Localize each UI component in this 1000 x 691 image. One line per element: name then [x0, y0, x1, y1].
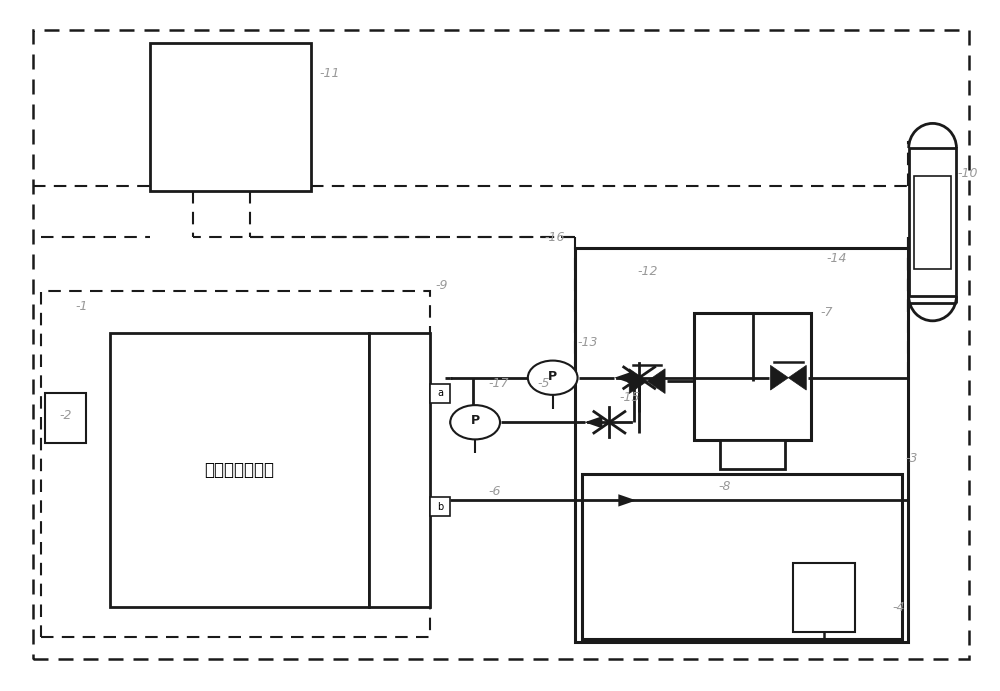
Polygon shape: [45, 393, 86, 443]
Text: P: P: [548, 370, 557, 383]
Text: -4: -4: [893, 601, 905, 614]
Text: -8: -8: [719, 480, 731, 493]
Text: -1: -1: [75, 300, 88, 312]
Polygon shape: [110, 333, 369, 607]
Text: -17: -17: [488, 377, 509, 390]
Polygon shape: [770, 366, 788, 390]
Text: b: b: [437, 502, 443, 511]
Polygon shape: [647, 369, 665, 393]
Text: -3: -3: [906, 453, 918, 466]
Text: 电动汽车控制器: 电动汽车控制器: [204, 462, 274, 480]
Polygon shape: [720, 440, 785, 469]
Text: a: a: [437, 388, 443, 399]
Polygon shape: [618, 494, 636, 507]
Polygon shape: [909, 148, 956, 296]
Text: -2: -2: [59, 409, 72, 422]
Polygon shape: [793, 563, 855, 632]
Polygon shape: [430, 497, 450, 516]
Text: P: P: [471, 415, 480, 428]
Text: -9: -9: [435, 279, 448, 292]
Polygon shape: [369, 333, 430, 607]
Polygon shape: [614, 372, 632, 384]
Polygon shape: [788, 366, 806, 390]
Polygon shape: [694, 313, 811, 440]
Circle shape: [450, 405, 500, 439]
Polygon shape: [629, 369, 647, 393]
Polygon shape: [585, 416, 602, 428]
Text: -14: -14: [826, 252, 847, 265]
Text: -13: -13: [578, 336, 598, 349]
Text: -6: -6: [488, 484, 501, 498]
Text: -12: -12: [637, 265, 658, 278]
Text: -11: -11: [319, 66, 340, 79]
Text: -5: -5: [538, 377, 550, 390]
Text: -10: -10: [957, 167, 978, 180]
Text: -15: -15: [619, 391, 640, 404]
Text: -16: -16: [545, 231, 565, 244]
Text: -7: -7: [820, 306, 833, 319]
Polygon shape: [150, 43, 311, 191]
Circle shape: [528, 361, 578, 395]
Polygon shape: [582, 474, 902, 639]
Polygon shape: [430, 384, 450, 403]
Polygon shape: [914, 176, 951, 269]
